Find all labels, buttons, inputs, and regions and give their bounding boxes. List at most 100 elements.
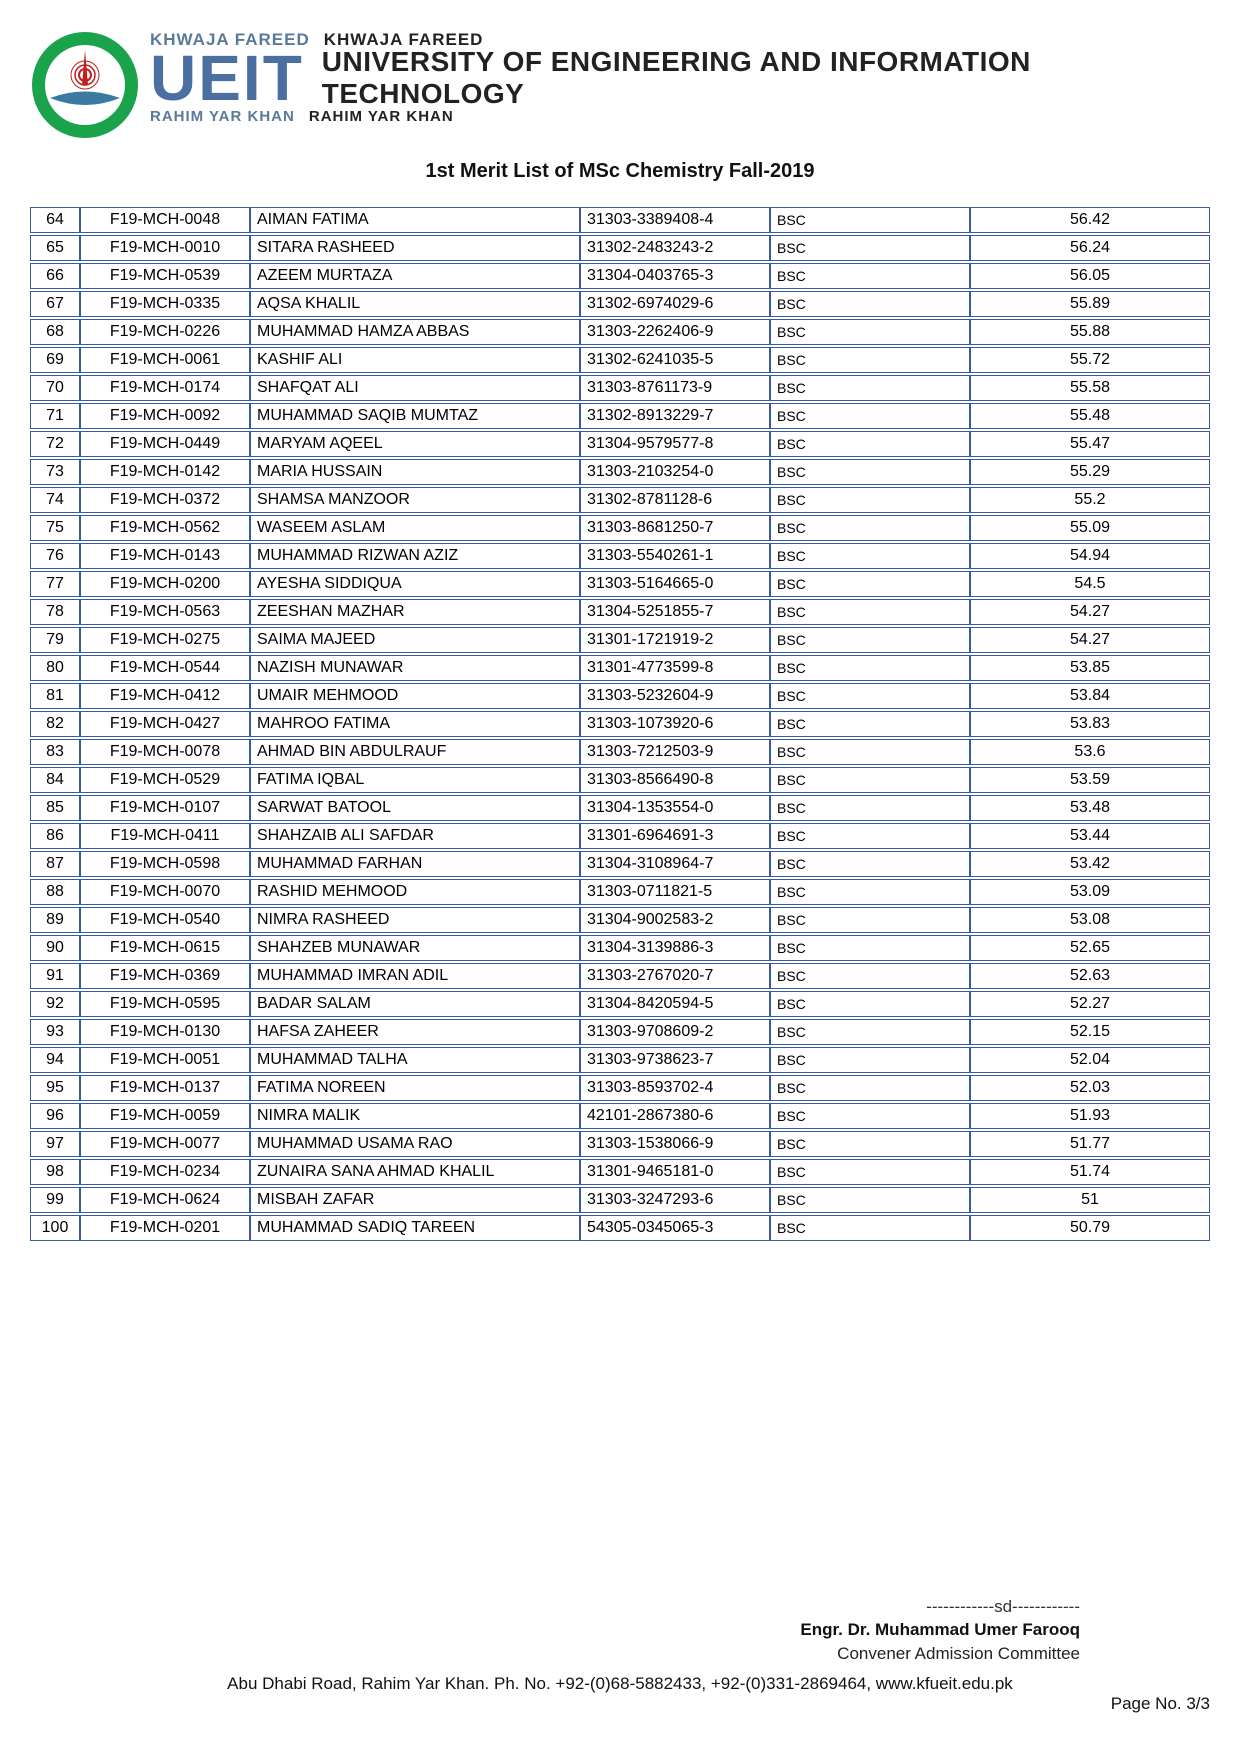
cell-degree: BSC — [770, 1047, 970, 1073]
table-row: 75F19-MCH-0562WASEEM ASLAM31303-8681250-… — [30, 515, 1210, 541]
table-row: 81F19-MCH-0412UMAIR MEHMOOD31303-5232604… — [30, 683, 1210, 709]
footer: ------------sd------------ Engr. Dr. Muh… — [30, 1595, 1210, 1714]
cell-degree: BSC — [770, 319, 970, 345]
table-row: 73F19-MCH-0142MARIA HUSSAIN31303-2103254… — [30, 459, 1210, 485]
cell-degree: BSC — [770, 627, 970, 653]
cell-degree: BSC — [770, 1075, 970, 1101]
cell-name: MAHROO FATIMA — [250, 711, 580, 737]
cell-name: FATIMA NOREEN — [250, 1075, 580, 1101]
cell-score: 56.05 — [970, 263, 1210, 289]
cell-appno: F19-MCH-0051 — [80, 1047, 250, 1073]
cell-score: 51.77 — [970, 1131, 1210, 1157]
cell-score: 51 — [970, 1187, 1210, 1213]
table-row: 72F19-MCH-0449MARYAM AQEEL31304-9579577-… — [30, 431, 1210, 457]
table-row: 85F19-MCH-0107SARWAT BATOOL31304-1353554… — [30, 795, 1210, 821]
cell-cnic: 31302-6241035-5 — [580, 347, 770, 373]
university-seal-icon — [30, 30, 140, 140]
cell-sr: 66 — [30, 263, 80, 289]
cell-appno: F19-MCH-0107 — [80, 795, 250, 821]
cell-appno: F19-MCH-0200 — [80, 571, 250, 597]
cell-cnic: 31303-2262406-9 — [580, 319, 770, 345]
cell-score: 52.65 — [970, 935, 1210, 961]
cell-name: ZUNAIRA SANA AHMAD KHALIL — [250, 1159, 580, 1185]
cell-degree: BSC — [770, 739, 970, 765]
cell-appno: F19-MCH-0130 — [80, 1019, 250, 1045]
cell-score: 56.24 — [970, 235, 1210, 261]
cell-appno: F19-MCH-0092 — [80, 403, 250, 429]
cell-name: MUHAMMAD TALHA — [250, 1047, 580, 1073]
cell-name: NAZISH MUNAWAR — [250, 655, 580, 681]
cell-name: MUHAMMAD IMRAN ADIL — [250, 963, 580, 989]
cell-appno: F19-MCH-0369 — [80, 963, 250, 989]
cell-degree: BSC — [770, 711, 970, 737]
cell-appno: F19-MCH-0048 — [80, 207, 250, 233]
cell-degree: BSC — [770, 823, 970, 849]
cell-score: 52.04 — [970, 1047, 1210, 1073]
cell-name: MUHAMMAD HAMZA ABBAS — [250, 319, 580, 345]
cell-appno: F19-MCH-0427 — [80, 711, 250, 737]
table-row: 94F19-MCH-0051MUHAMMAD TALHA31303-973862… — [30, 1047, 1210, 1073]
cell-appno: F19-MCH-0275 — [80, 627, 250, 653]
cell-sr: 88 — [30, 879, 80, 905]
table-row: 90F19-MCH-0615SHAHZEB MUNAWAR31304-31398… — [30, 935, 1210, 961]
cell-score: 53.48 — [970, 795, 1210, 821]
cell-degree: BSC — [770, 459, 970, 485]
cell-cnic: 31301-6964691-3 — [580, 823, 770, 849]
table-row: 68F19-MCH-0226MUHAMMAD HAMZA ABBAS31303-… — [30, 319, 1210, 345]
cell-score: 55.72 — [970, 347, 1210, 373]
cell-appno: F19-MCH-0201 — [80, 1215, 250, 1241]
cell-sr: 72 — [30, 431, 80, 457]
cell-name: MUHAMMAD SAQIB MUMTAZ — [250, 403, 580, 429]
cell-sr: 77 — [30, 571, 80, 597]
cell-name: SARWAT BATOOL — [250, 795, 580, 821]
cell-degree: BSC — [770, 1159, 970, 1185]
cell-score: 53.84 — [970, 683, 1210, 709]
cell-score: 52.15 — [970, 1019, 1210, 1045]
cell-sr: 83 — [30, 739, 80, 765]
table-row: 82F19-MCH-0427MAHROO FATIMA31303-1073920… — [30, 711, 1210, 737]
cell-sr: 73 — [30, 459, 80, 485]
cell-score: 55.88 — [970, 319, 1210, 345]
cell-sr: 91 — [30, 963, 80, 989]
table-row: 91F19-MCH-0369MUHAMMAD IMRAN ADIL31303-2… — [30, 963, 1210, 989]
cell-appno: F19-MCH-0540 — [80, 907, 250, 933]
cell-cnic: 42101-2867380-6 — [580, 1103, 770, 1129]
cell-cnic: 31303-7212503-9 — [580, 739, 770, 765]
table-row: 93F19-MCH-0130HAFSA ZAHEER31303-9708609-… — [30, 1019, 1210, 1045]
cell-cnic: 31301-4773599-8 — [580, 655, 770, 681]
cell-appno: F19-MCH-0010 — [80, 235, 250, 261]
cell-appno: F19-MCH-0544 — [80, 655, 250, 681]
cell-appno: F19-MCH-0059 — [80, 1103, 250, 1129]
cell-name: NIMRA RASHEED — [250, 907, 580, 933]
city-grey: RAHIM YAR KHAN — [150, 108, 295, 125]
table-row: 100F19-MCH-0201MUHAMMAD SADIQ TAREEN5430… — [30, 1215, 1210, 1241]
cell-degree: BSC — [770, 599, 970, 625]
cell-name: SHAHZEB MUNAWAR — [250, 935, 580, 961]
cell-appno: F19-MCH-0411 — [80, 823, 250, 849]
cell-name: MUHAMMAD RIZWAN AZIZ — [250, 543, 580, 569]
cell-sr: 79 — [30, 627, 80, 653]
cell-name: ZEESHAN MAZHAR — [250, 599, 580, 625]
cell-degree: BSC — [770, 515, 970, 541]
cell-degree: BSC — [770, 375, 970, 401]
table-row: 96F19-MCH-0059NIMRA MALIK42101-2867380-6… — [30, 1103, 1210, 1129]
ueit-logo-text: UEIT — [150, 46, 304, 110]
cell-degree: BSC — [770, 347, 970, 373]
merit-table: 64F19-MCH-0048AIMAN FATIMA31303-3389408-… — [30, 205, 1210, 1243]
cell-score: 55.47 — [970, 431, 1210, 457]
cell-sr: 94 — [30, 1047, 80, 1073]
cell-score: 54.27 — [970, 599, 1210, 625]
cell-name: UMAIR MEHMOOD — [250, 683, 580, 709]
table-row: 99F19-MCH-0624MISBAH ZAFAR31303-3247293-… — [30, 1187, 1210, 1213]
cell-sr: 96 — [30, 1103, 80, 1129]
cell-sr: 65 — [30, 235, 80, 261]
cell-cnic: 31304-8420594-5 — [580, 991, 770, 1017]
brand-bottom: RAHIM YAR KHAN RAHIM YAR KHAN — [150, 108, 1210, 125]
cell-degree: BSC — [770, 291, 970, 317]
table-row: 66F19-MCH-0539AZEEM MURTAZA31304-0403765… — [30, 263, 1210, 289]
cell-score: 52.63 — [970, 963, 1210, 989]
cell-degree: BSC — [770, 963, 970, 989]
cell-score: 55.29 — [970, 459, 1210, 485]
cell-cnic: 31302-6974029-6 — [580, 291, 770, 317]
cell-sr: 89 — [30, 907, 80, 933]
